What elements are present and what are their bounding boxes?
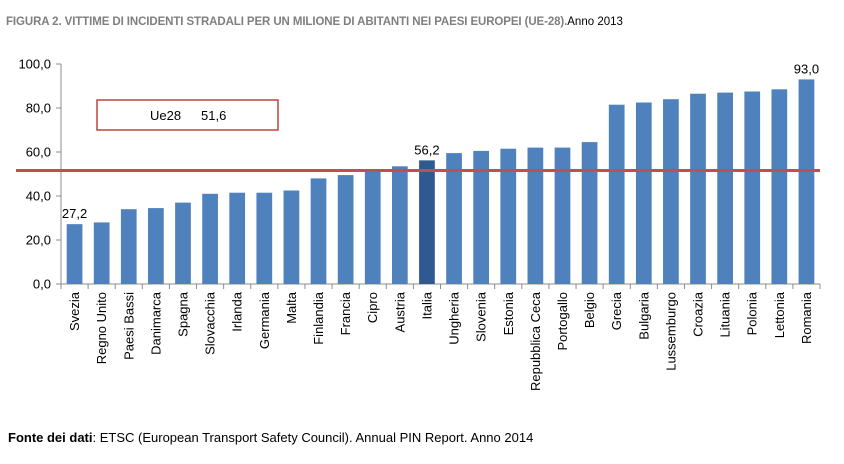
bar [256, 192, 273, 284]
source-text: : ETSC (European Transport Safety Counci… [92, 430, 534, 445]
category-label: Croazia [691, 291, 706, 337]
category-label: Danimarca [148, 291, 163, 355]
data-label: 56,2 [414, 142, 439, 157]
bar-chart: 0,0 20,0 40,0 60,0 80,0 100,0 Svezia Regno Unit… [16, 57, 821, 391]
category-label: Regno Unito [94, 292, 109, 364]
y-tick-label: 60,0 [26, 145, 51, 160]
category-label: Lituania [718, 291, 733, 337]
source-note: Fonte dei dati: ETSC (European Transport… [8, 430, 533, 445]
chart-title-main: FIGURA 2. VITTIME DI INCIDENTI STRADALI … [6, 16, 568, 28]
category-label: Romania [799, 291, 814, 344]
bar [690, 93, 706, 284]
category-label: Francia [338, 291, 353, 335]
chart-title: FIGURA 2. VITTIME DI INCIDENTI STRADALI … [6, 12, 623, 30]
bar [337, 175, 354, 284]
bar [608, 104, 625, 284]
bar [202, 193, 218, 284]
category-label: Irlanda [230, 291, 245, 332]
bar [93, 222, 110, 284]
source-label: Fonte dei dati [8, 430, 93, 445]
bar [66, 224, 83, 284]
bar [446, 153, 462, 284]
category-label: Ungheria [447, 291, 462, 345]
bar [581, 142, 598, 284]
category-label: Cipro [365, 292, 380, 323]
data-label: 93,0 [794, 61, 819, 76]
category-label: Grecia [609, 291, 624, 330]
bar [391, 166, 408, 284]
category-label: Spagna [175, 291, 190, 337]
bar [798, 79, 815, 285]
category-label: Repubblica Ceca [528, 291, 543, 391]
category-label: Lettonia [772, 291, 787, 338]
bar [635, 102, 652, 284]
chart-title-year: Anno 2013 [567, 16, 623, 28]
bar [283, 190, 300, 284]
category-label: Italia [419, 291, 434, 319]
category-label: Svezia [67, 291, 82, 331]
bar [419, 160, 435, 284]
y-tick-label: 0,0 [33, 277, 51, 292]
category-label: Austria [392, 291, 407, 332]
bar [229, 192, 246, 284]
y-tick-label: 80,0 [26, 101, 51, 116]
bar [148, 208, 164, 284]
category-label: Finlandia [311, 291, 326, 345]
bar [473, 150, 490, 284]
category-label: Malta [284, 291, 299, 324]
category-label: Estonia [501, 291, 516, 335]
category-label: Germania [257, 291, 272, 349]
category-label: Paesi Bassi [121, 292, 136, 360]
bar [120, 209, 137, 284]
category-label: Slovacchia [203, 291, 218, 355]
y-tick-label: 100,0 [18, 57, 51, 72]
bar [310, 178, 327, 284]
data-label: 27,2 [62, 206, 87, 221]
category-label: Belgio [582, 292, 597, 328]
category-label: Bulgaria [636, 291, 651, 339]
bar [175, 202, 191, 284]
category-label: Polonia [745, 291, 760, 335]
category-label: Lussemburgo [663, 292, 678, 371]
bar [554, 147, 571, 284]
bar [717, 92, 733, 284]
category-label: Portogallo [555, 292, 570, 351]
bar [364, 171, 381, 284]
bar [663, 99, 679, 284]
y-tick-label: 40,0 [26, 189, 51, 204]
bar [744, 91, 761, 284]
bar [771, 89, 788, 284]
reference-box [96, 99, 279, 131]
y-tick-label: 20,0 [26, 233, 51, 248]
bar [527, 147, 544, 284]
category-label: Slovenia [474, 291, 489, 342]
bar [500, 148, 517, 284]
reference-value: 51,6 [201, 108, 226, 123]
reference-name: Ue28 [150, 108, 181, 123]
